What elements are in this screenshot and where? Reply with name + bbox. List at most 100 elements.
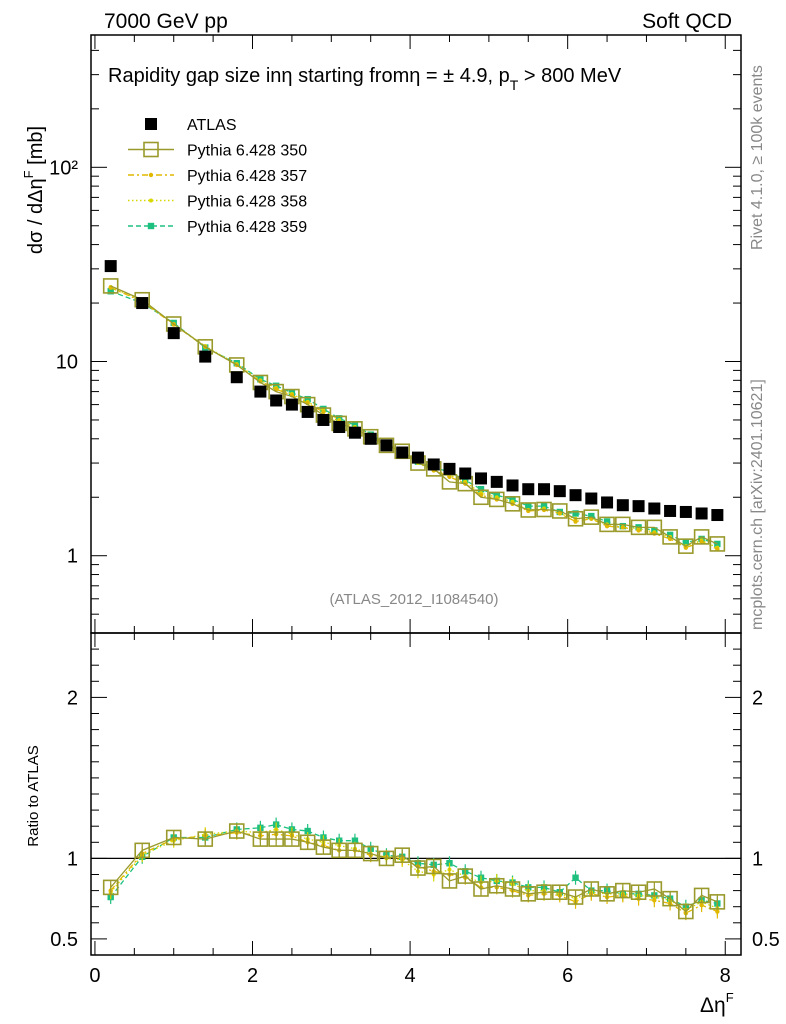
series-1-point bbox=[520, 502, 537, 518]
legend-item-4-label: Pythia 6.428 359 bbox=[187, 219, 307, 236]
series-1-point bbox=[630, 519, 647, 536]
series-1-ratio-point bbox=[284, 831, 300, 847]
series-1-ratio-point bbox=[362, 845, 379, 862]
ratio-y-tick-label: 0.5 bbox=[50, 929, 78, 951]
series-1-ratio-point bbox=[709, 894, 726, 910]
series-1-ratio-point bbox=[457, 868, 474, 884]
y-axis-label-sup: F bbox=[21, 170, 36, 178]
series-1-ratio-point bbox=[583, 881, 600, 897]
y-axis-label: dσ / dΔηF [mb] bbox=[21, 126, 47, 254]
x-tick-label: 4 bbox=[405, 965, 416, 987]
series-0-point bbox=[380, 439, 393, 452]
series-4-point bbox=[304, 395, 311, 403]
series-1-point bbox=[693, 529, 710, 545]
chart-title-sub: T bbox=[510, 77, 519, 93]
x-tick-label: 8 bbox=[720, 965, 731, 987]
chart-title: Rapidity gap size inη starting fromη = ±… bbox=[108, 65, 622, 93]
series-1-point bbox=[583, 509, 600, 525]
series-4-ratio-point bbox=[572, 874, 579, 881]
series-0-point bbox=[104, 260, 117, 273]
series-1-ratio-line bbox=[110, 830, 718, 913]
series-0-point bbox=[333, 421, 346, 434]
series-2-point bbox=[636, 528, 641, 533]
series-0-point bbox=[664, 504, 677, 517]
series-0-point bbox=[427, 458, 440, 471]
legend-item-2-label: Pythia 6.428 357 bbox=[187, 168, 307, 185]
series-0-point bbox=[167, 327, 180, 340]
series-1-line bbox=[110, 285, 718, 547]
series-1-point bbox=[536, 501, 552, 518]
series-4-point bbox=[588, 512, 595, 520]
legend-item-3-marker bbox=[149, 198, 153, 203]
series-0-point bbox=[411, 451, 424, 464]
series-1-ratio-point bbox=[551, 884, 568, 901]
series-1-point bbox=[567, 510, 584, 527]
y-tick-label: 1 bbox=[67, 546, 78, 568]
x-tick-label: 0 bbox=[89, 965, 100, 987]
series-4-ratio-point bbox=[304, 827, 311, 835]
legend-item-2-marker bbox=[148, 172, 154, 178]
series-0-point bbox=[538, 483, 551, 496]
x-axis-label: ΔηF bbox=[700, 990, 734, 1017]
series-0-point bbox=[230, 371, 243, 384]
series-1-ratio-point bbox=[410, 860, 426, 876]
series-1-point bbox=[551, 503, 568, 519]
chart-title-main: Rapidity gap size inη starting fromη = ±… bbox=[108, 65, 510, 87]
series-1-point bbox=[599, 516, 615, 533]
series-1-ratio-point bbox=[134, 842, 151, 859]
series-4-point bbox=[509, 496, 516, 503]
series-1-ratio-point bbox=[425, 858, 442, 875]
ratio-y-tick-label: 2 bbox=[67, 687, 78, 709]
series-0-point bbox=[616, 499, 629, 512]
series-1-ratio-point bbox=[520, 886, 537, 902]
series-4-point bbox=[714, 540, 721, 548]
series-1-ratio-point bbox=[488, 877, 505, 894]
mcplots-side-label: mcplots.cern.ch [arXiv:2401.10621] bbox=[749, 379, 766, 630]
series-0-point bbox=[443, 462, 456, 475]
series-2-point bbox=[620, 525, 626, 530]
legend-item-0-marker bbox=[145, 118, 157, 130]
y-tick-label: 10 bbox=[56, 352, 78, 374]
series-1-ratio-point bbox=[567, 889, 584, 905]
series-2-ratio-point bbox=[652, 898, 657, 903]
ratio-ticks: 0 2 4 6 8 0.5 0.5 1 1 2 2 bbox=[50, 633, 780, 987]
ratio-y-tick-label-right: 1 bbox=[752, 848, 763, 870]
series-1-ratio-point bbox=[615, 882, 631, 899]
series-0-point bbox=[506, 479, 519, 492]
series-1-ratio-point bbox=[165, 829, 182, 846]
series-1-ratio-point bbox=[678, 903, 694, 920]
series-1-ratio-point bbox=[228, 823, 245, 839]
series-1-point bbox=[678, 538, 694, 554]
legend: ATLAS Pythia 6.428 350 Pythia 6.428 357 Pyt… bbox=[128, 117, 307, 236]
series-2-ratio-point bbox=[699, 902, 704, 908]
rivet-side-label: Rivet 4.1.0, ≥ 100k events bbox=[749, 65, 766, 250]
series-4-point bbox=[272, 382, 280, 389]
series-1-ratio-point bbox=[331, 842, 347, 859]
series-4-point bbox=[493, 491, 500, 499]
series-0-point bbox=[270, 394, 283, 407]
series-1-ratio-point bbox=[646, 881, 663, 897]
series-0-point bbox=[711, 509, 724, 522]
series-0-point bbox=[632, 500, 645, 513]
series-0-point bbox=[254, 385, 267, 398]
series-4-point bbox=[107, 288, 114, 295]
series-0-point bbox=[459, 467, 472, 480]
series-1-point bbox=[504, 496, 521, 512]
series-4-point bbox=[603, 518, 611, 525]
ratio-y-tick-label: 1 bbox=[67, 848, 78, 870]
series-4-point bbox=[682, 539, 690, 546]
legend-item-1-label: Pythia 6.428 350 bbox=[187, 143, 307, 160]
series-4-point bbox=[525, 502, 532, 510]
series-0-point bbox=[348, 426, 361, 439]
series-1-ratio-point bbox=[299, 834, 316, 851]
series-1-ratio-point bbox=[252, 831, 269, 847]
x-axis-label-main: Δη bbox=[700, 994, 726, 1017]
ratio-series-layer bbox=[102, 817, 726, 921]
series-0-point bbox=[695, 507, 708, 520]
y-axis-label-main: dσ / dΔη bbox=[25, 178, 47, 254]
series-0-point bbox=[285, 398, 298, 411]
series-1-point bbox=[473, 489, 489, 506]
series-0-point bbox=[553, 485, 566, 498]
header-right-label: Soft QCD bbox=[642, 10, 732, 33]
